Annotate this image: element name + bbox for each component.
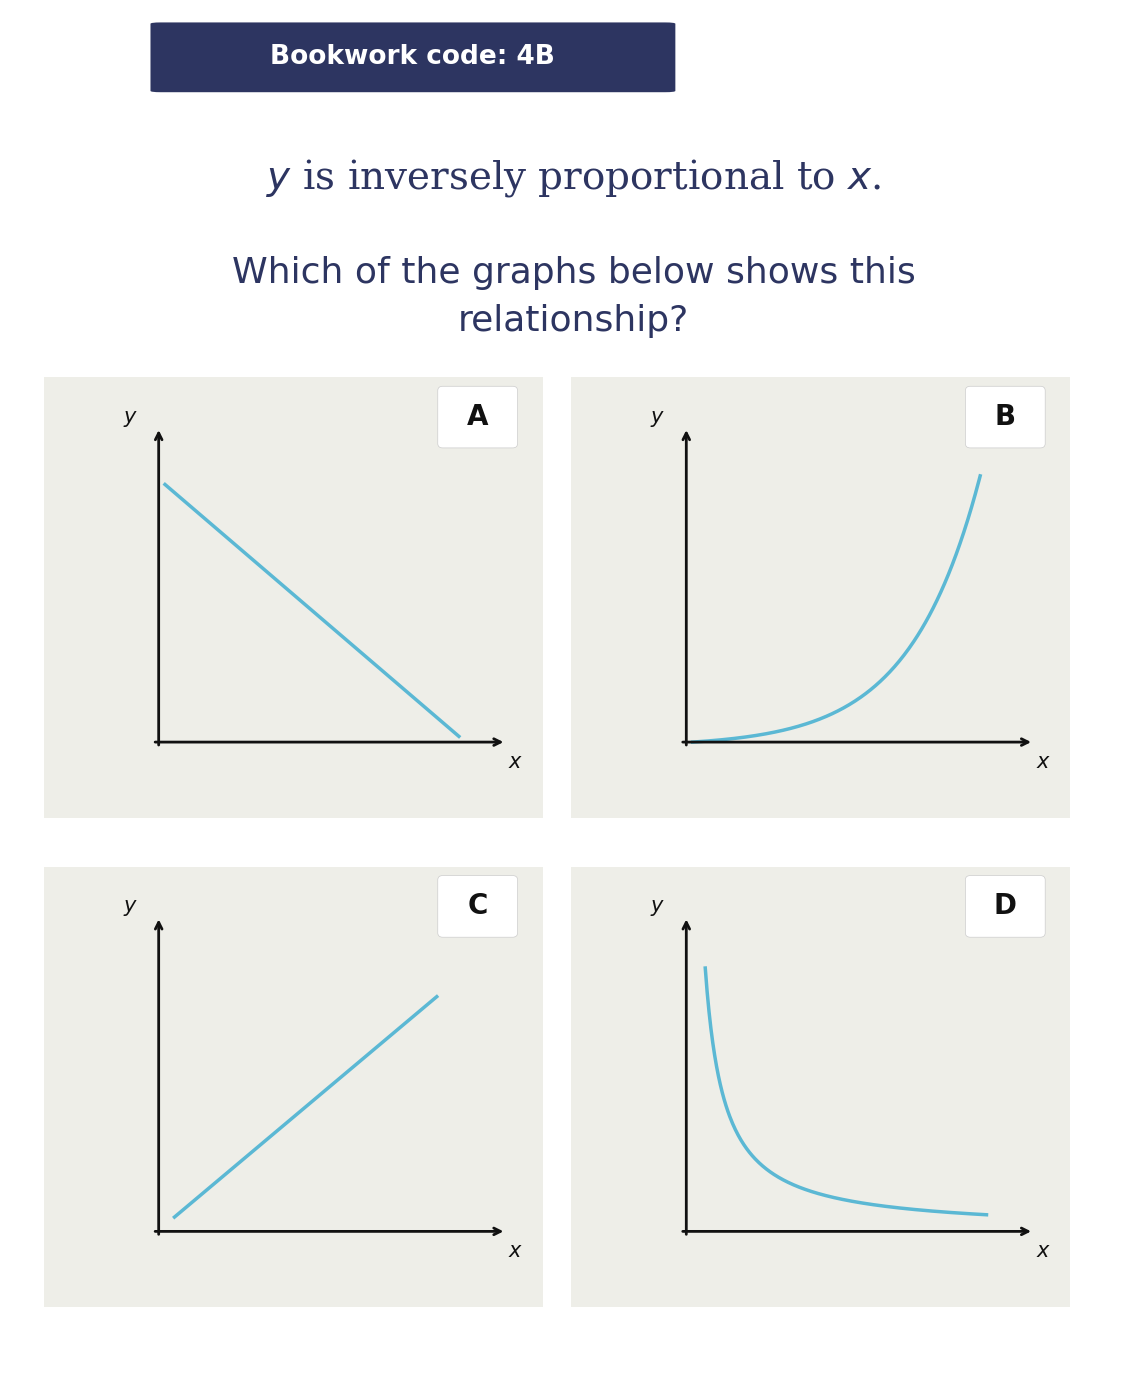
Text: $y$: $y$ [650, 408, 665, 429]
Text: Bookwork code: 4B: Bookwork code: 4B [271, 45, 555, 70]
Text: $y$ is inversely proportional to $x$.: $y$ is inversely proportional to $x$. [266, 158, 881, 200]
Text: $x$: $x$ [1036, 1241, 1051, 1261]
Text: $x$: $x$ [1036, 752, 1051, 772]
Text: C: C [468, 892, 487, 920]
FancyBboxPatch shape [438, 875, 517, 937]
Text: Which of the graphs below shows this
relationship?: Which of the graphs below shows this rel… [232, 256, 915, 338]
Text: $x$: $x$ [508, 1241, 523, 1261]
FancyBboxPatch shape [150, 22, 676, 92]
Text: A: A [467, 403, 489, 431]
FancyBboxPatch shape [966, 386, 1045, 447]
FancyBboxPatch shape [966, 875, 1045, 937]
Text: B: B [994, 403, 1016, 431]
Text: $y$: $y$ [123, 898, 138, 918]
Text: $x$: $x$ [508, 752, 523, 772]
Text: $y$: $y$ [123, 408, 138, 429]
Text: $y$: $y$ [650, 898, 665, 918]
Text: D: D [993, 892, 1016, 920]
FancyBboxPatch shape [438, 386, 517, 447]
